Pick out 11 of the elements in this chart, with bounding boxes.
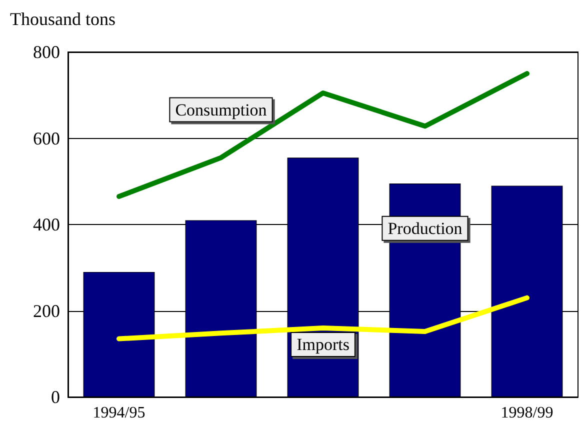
y-tick-label: 600 xyxy=(33,128,60,148)
x-tick-label: 1994/95 xyxy=(92,404,146,422)
x-tick-label: 1998/99 xyxy=(500,404,554,422)
y-tick-label: 800 xyxy=(33,42,60,62)
series-label: Production xyxy=(388,218,463,238)
y-tick-label: 200 xyxy=(33,300,60,321)
y-tick-label: 0 xyxy=(51,387,60,407)
series-label: Imports xyxy=(296,335,350,354)
y-tick-label: 400 xyxy=(33,214,60,234)
series-label: Consumption xyxy=(175,100,268,120)
y-axis-title: Thousand tons xyxy=(10,9,116,29)
